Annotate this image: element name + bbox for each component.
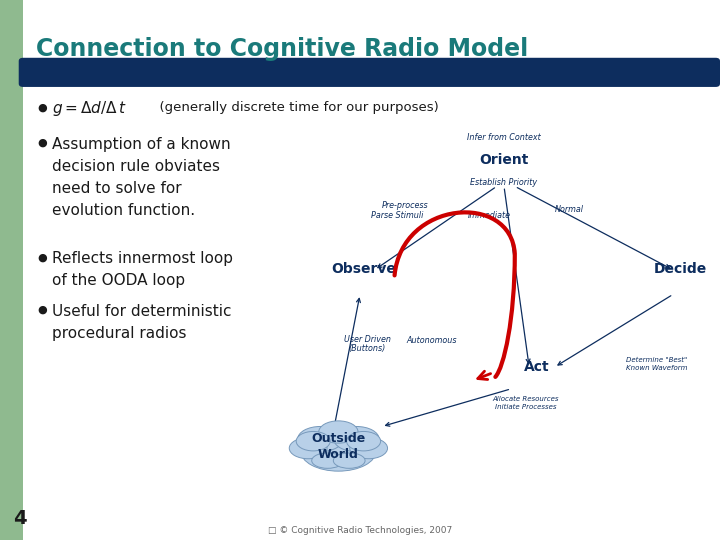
- Text: 4: 4: [14, 509, 27, 528]
- FancyBboxPatch shape: [0, 0, 23, 540]
- Text: □ © Cognitive Radio Technologies, 2007: □ © Cognitive Radio Technologies, 2007: [268, 526, 452, 535]
- Text: ●: ●: [37, 103, 48, 113]
- Text: Assumption of a known
decision rule obviates
need to solve for
evolution functio: Assumption of a known decision rule obvi…: [52, 137, 230, 218]
- Text: Normal: Normal: [554, 205, 583, 214]
- Text: Reflects innermost loop
of the OODA loop: Reflects innermost loop of the OODA loop: [52, 251, 233, 288]
- Text: Establish Priority: Establish Priority: [470, 178, 538, 187]
- Text: (generally discrete time for our purposes): (generally discrete time for our purpose…: [151, 102, 439, 114]
- Ellipse shape: [346, 431, 381, 451]
- Ellipse shape: [296, 431, 330, 451]
- Text: Determine "Best": Determine "Best": [626, 357, 688, 363]
- Text: Outside
World: Outside World: [311, 432, 366, 461]
- Text: Allocate Resources: Allocate Resources: [492, 396, 559, 402]
- Text: Orient: Orient: [480, 153, 528, 167]
- Ellipse shape: [319, 421, 358, 443]
- Text: Infer from Context: Infer from Context: [467, 133, 541, 142]
- Text: ●: ●: [37, 138, 48, 148]
- Text: ●: ●: [37, 252, 48, 262]
- Text: Decide: Decide: [654, 262, 707, 276]
- Text: Observe: Observe: [331, 262, 396, 276]
- Ellipse shape: [289, 437, 327, 458]
- Ellipse shape: [333, 427, 379, 451]
- FancyBboxPatch shape: [19, 58, 720, 87]
- Text: $g = \Delta d/ \Delta\, t$: $g = \Delta d/ \Delta\, t$: [52, 98, 127, 118]
- Text: Pre-process: Pre-process: [382, 201, 428, 211]
- Text: (Buttons): (Buttons): [348, 344, 386, 353]
- Text: Act: Act: [523, 360, 549, 374]
- Text: Parse Stimuli: Parse Stimuli: [372, 211, 423, 220]
- Ellipse shape: [301, 431, 377, 471]
- Text: Immediate: Immediate: [468, 211, 511, 220]
- Text: User Driven: User Driven: [343, 335, 391, 344]
- Ellipse shape: [333, 453, 365, 468]
- Ellipse shape: [350, 437, 387, 458]
- Text: Autonomous: Autonomous: [407, 336, 457, 345]
- Ellipse shape: [298, 427, 343, 451]
- Text: Connection to Cognitive Radio Model: Connection to Cognitive Radio Model: [36, 37, 528, 60]
- Text: Useful for deterministic
procedural radios: Useful for deterministic procedural radi…: [52, 304, 231, 341]
- Text: Initiate Processes: Initiate Processes: [495, 404, 557, 410]
- Ellipse shape: [312, 453, 343, 468]
- Text: Known Waveform: Known Waveform: [626, 366, 688, 372]
- Text: ●: ●: [37, 305, 48, 315]
